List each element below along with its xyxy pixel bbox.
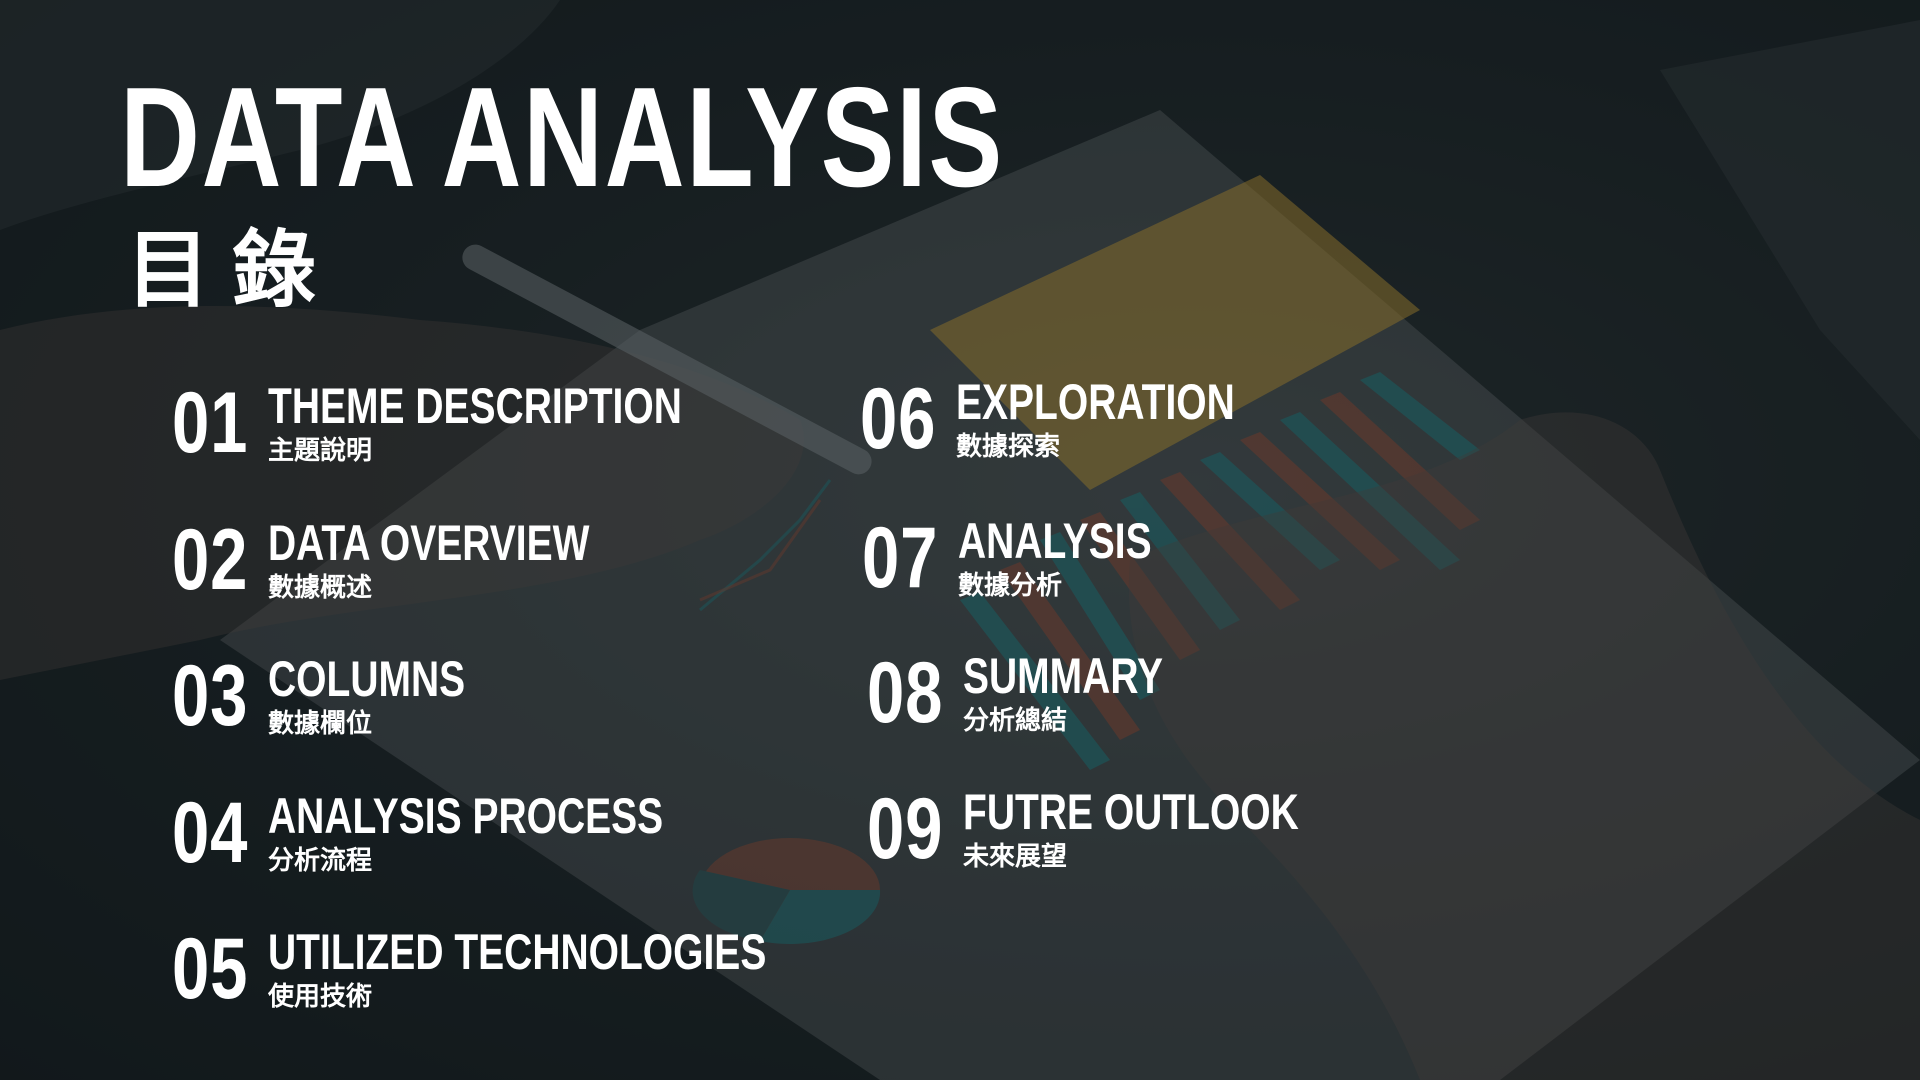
- agenda-item-07: 07 ANALYSIS 數據分析: [862, 510, 1152, 606]
- agenda-title-zh: 數據概述: [268, 573, 373, 603]
- agenda-item-06: 06 EXPLORATION 數據探索: [860, 364, 1235, 474]
- agenda-item-02: 02 DATA OVERVIEW 數據概述: [172, 512, 590, 608]
- agenda-title-zh: 數據探索: [956, 432, 1061, 462]
- page-subtitle: 目錄: [126, 221, 339, 319]
- hand-with-pen-image: [0, 244, 1920, 1080]
- agenda-item-04: 04 ANALYSIS PROCESS 分析流程: [172, 785, 664, 881]
- agenda-number: 08: [867, 645, 944, 741]
- bar-chart-image: [960, 372, 1480, 770]
- page-title: DATA ANALYSIS: [120, 58, 1004, 217]
- agenda-number: 09: [867, 781, 944, 877]
- agenda-number: 07: [862, 510, 939, 606]
- agenda-title-zh: 使用技術: [268, 982, 373, 1012]
- agenda-number: 01: [172, 375, 249, 471]
- agenda-title-zh: 主題說明: [268, 436, 373, 466]
- agenda-title-zh: 數據分析: [958, 571, 1063, 601]
- agenda-item-08: 08 SUMMARY 分析總結: [867, 645, 1164, 741]
- agenda-number: 03: [172, 648, 249, 744]
- pie-chart-image: [692, 838, 881, 944]
- agenda-number: 02: [172, 512, 249, 608]
- agenda-number: 04: [172, 785, 249, 881]
- agenda-title-zh: 未來展望: [963, 842, 1068, 872]
- agenda-number: 06: [860, 371, 937, 467]
- agenda-number: 05: [172, 921, 249, 1017]
- agenda-item-01: 01 THEME DESCRIPTION 主題說明: [172, 375, 682, 471]
- agenda-title-zh: 分析流程: [268, 846, 373, 876]
- agenda-item-09: 09 FUTRE OUTLOOK 未來展望: [867, 781, 1299, 877]
- agenda-item-05: 05 UTILIZED TECHNOLOGIES 使用技術: [172, 921, 767, 1017]
- agenda-item-03: 03 COLUMNS 數據欄位: [172, 648, 466, 744]
- agenda-title-zh: 分析總結: [963, 706, 1068, 736]
- agenda-title-zh: 數據欄位: [268, 709, 373, 739]
